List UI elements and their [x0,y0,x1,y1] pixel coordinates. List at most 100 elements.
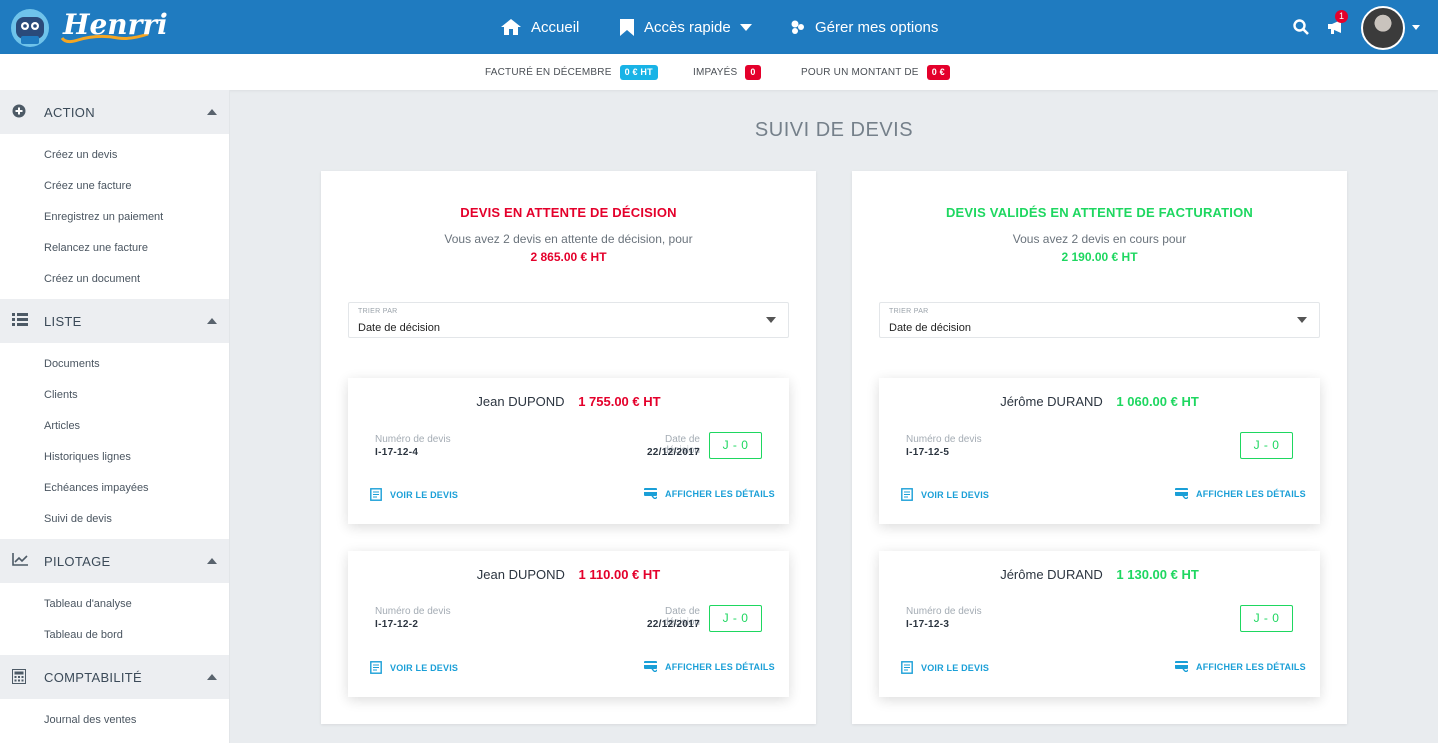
quote-number: I-17-12-2 [375,619,419,630]
sidebar-item-documents[interactable]: Documents [44,358,100,370]
show-details-label: AFFICHER LES DÉTAILS [1196,488,1306,499]
panel-title: DEVIS EN ATTENTE DE DÉCISION [460,205,677,220]
decision-date: 22/12/2017 [646,619,700,630]
panel-subtitle: Vous avez 2 devis en cours pour [1012,232,1187,246]
chevron-up-icon [207,318,217,324]
card-header: Jean DUPOND 1 755.00 € HT [348,394,789,409]
app-name: Henrri [63,8,168,41]
view-quote-link[interactable]: VOIR LE DEVIS [901,488,989,501]
nav-acces-rapide[interactable]: Accès rapide [619,0,752,54]
quote-number-label: Numéro de devis [375,606,451,617]
quote-number-label: Numéro de devis [906,434,982,445]
view-quote-link[interactable]: VOIR LE DEVIS [370,488,458,501]
decision-date-label: Date de décision [663,434,700,456]
sidebar-item-echeances-impayees[interactable]: Echéances impayées [44,482,149,494]
sidebar-item-creez-document[interactable]: Créez un document [44,273,140,285]
decision-date: 22/12/2017 [646,447,700,458]
show-details-label: AFFICHER LES DÉTAILS [1196,661,1306,672]
nav-options-label: Gérer mes options [815,18,939,36]
sidebar-item-tableau-analyse[interactable]: Tableau d'analyse [44,598,132,610]
card-amount: 1 130.00 € HT [1116,567,1199,582]
quote-card: Jérôme DURAND 1 130.00 € HT Numéro de de… [879,551,1320,697]
view-quote-label: VOIR LE DEVIS [921,489,990,500]
sidebar-item-suivi-devis[interactable]: Suivi de devis [44,513,112,525]
view-quote-link[interactable]: VOIR LE DEVIS [370,661,458,674]
card-amount: 1 755.00 € HT [578,394,661,409]
card-details-icon [644,661,657,672]
document-icon [901,661,913,674]
quote-card: Jérôme DURAND 1 060.00 € HT Numéro de de… [879,378,1320,524]
panel-pending-decision: DEVIS EN ATTENTE DE DÉCISION Vous avez 2… [321,171,816,724]
sidebar-item-tableau-bord[interactable]: Tableau de bord [44,629,123,641]
stats-bar: FACTURÉ EN DÉCEMBRE 0 € HT IMPAYÉS 0 POU… [0,54,1438,90]
card-header: Jérôme DURAND 1 060.00 € HT [879,394,1320,409]
sidebar-item-journal-ventes[interactable]: Journal des ventes [44,714,137,726]
sidebar-section-pilotage[interactable]: PILOTAGE [0,539,229,583]
panel-amount: 2 865.00 € HT [530,250,607,264]
show-details-label: AFFICHER LES DÉTAILS [665,488,775,499]
document-icon [370,488,382,501]
document-icon [370,661,382,674]
view-quote-link[interactable]: VOIR LE DEVIS [901,661,989,674]
henrri-logo[interactable] [6,4,156,50]
calculator-icon [12,669,26,684]
stat-billed-label: FACTURÉ EN DÉCEMBRE [485,66,612,78]
sort-select[interactable]: TRIER PAR Date de décision [348,302,789,338]
chart-line-icon [12,553,28,566]
chevron-down-icon[interactable] [1412,25,1420,30]
sidebar-item-creez-devis[interactable]: Créez un devis [44,149,118,161]
sidebar-item-historiques-lignes[interactable]: Historiques lignes [44,451,131,463]
list-icon [12,313,28,326]
chevron-down-icon [1297,317,1307,323]
card-amount: 1 110.00 € HT [578,567,661,582]
view-quote-label: VOIR LE DEVIS [390,662,459,673]
sort-select[interactable]: TRIER PAR Date de décision [879,302,1320,338]
view-quote-label: VOIR LE DEVIS [921,662,990,673]
top-navbar: Henrri Accueil Accès rapide Gérer mes op… [0,0,1438,54]
card-details-icon [644,488,657,499]
stat-amount-badge: 0 € [926,64,950,80]
nav-gerer-options[interactable]: Gérer mes options [790,0,938,54]
avatar[interactable] [1361,6,1405,50]
sidebar-section-comptabilite[interactable]: COMPTABILITÉ [0,655,229,699]
stat-unpaid-label: IMPAYÉS [693,66,738,78]
sort-caption: TRIER PAR [889,308,929,315]
sidebar-item-enregistrez-paiement[interactable]: Enregistrez un paiement [44,211,164,223]
megaphone-icon[interactable] [1327,19,1345,35]
quote-number: I-17-12-5 [906,447,950,458]
sidebar-item-creez-facture[interactable]: Créez une facture [44,180,132,192]
quote-number-label: Numéro de devis [375,434,451,445]
card-header: Jean DUPOND 1 110.00 € HT [348,567,789,582]
show-details-link[interactable]: AFFICHER LES DÉTAILS [1175,488,1306,499]
show-details-label: AFFICHER LES DÉTAILS [665,661,775,672]
sort-value: Date de décision [358,322,440,334]
card-details-icon [1175,661,1188,672]
panel-amount: 2 190.00 € HT [1061,250,1138,264]
sidebar-item-articles[interactable]: Articles [44,420,81,432]
sidebar-item-relancez-facture[interactable]: Relancez une facture [44,242,148,254]
sidebar-section-label: COMPTABILITÉ [44,669,142,685]
chevron-up-icon [207,558,217,564]
sidebar-section-action[interactable]: ACTION [0,90,229,134]
bookmark-icon [620,18,634,36]
card-details-icon [1175,488,1188,499]
nav-acces-label: Accès rapide [644,18,731,36]
show-details-link[interactable]: AFFICHER LES DÉTAILS [644,488,775,499]
show-details-link[interactable]: AFFICHER LES DÉTAILS [1175,661,1306,672]
card-amount: 1 060.00 € HT [1116,394,1199,409]
nav-accueil-label: Accueil [531,18,580,36]
nav-accueil[interactable]: Accueil [500,0,579,54]
sort-value: Date de décision [889,322,971,334]
sidebar-section-liste[interactable]: LISTE [0,299,229,343]
show-details-link[interactable]: AFFICHER LES DÉTAILS [644,661,775,672]
card-client: Jean DUPOND [476,394,565,409]
days-badge: J - 0 [1240,432,1293,459]
view-quote-label: VOIR LE DEVIS [390,489,459,500]
plus-circle-icon [12,104,26,118]
sort-caption: TRIER PAR [358,308,398,315]
chevron-up-icon [207,674,217,680]
sidebar-item-clients[interactable]: Clients [44,389,78,401]
stat-unpaid: IMPAYÉS 0 [693,54,761,90]
search-icon[interactable] [1293,19,1309,35]
sidebar: ACTION Créez un devis Créez une facture … [0,90,230,743]
